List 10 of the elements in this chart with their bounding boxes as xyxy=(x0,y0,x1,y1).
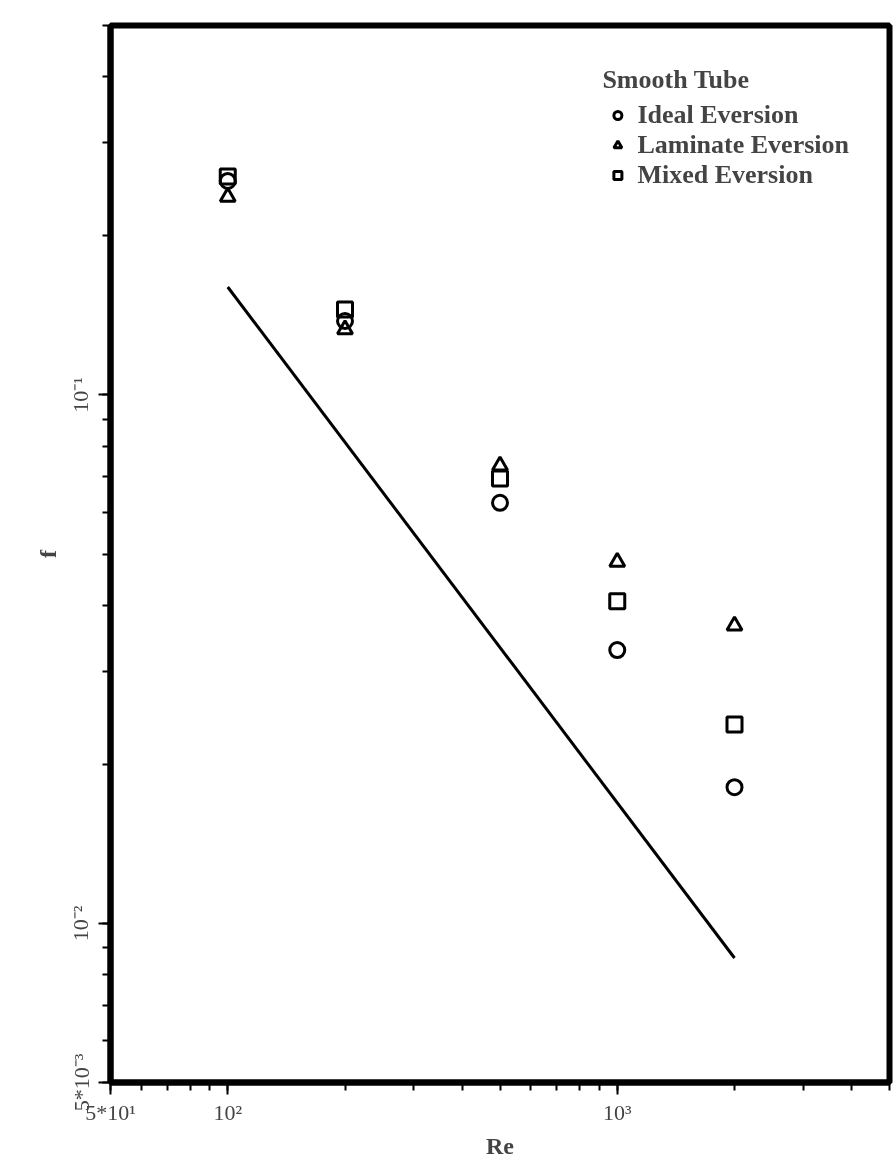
x-axis-title: Re xyxy=(486,1132,515,1159)
legend-label: Laminate Eversion xyxy=(637,130,849,160)
y-axis-title: f xyxy=(34,549,61,558)
legend-label: Mixed Eversion xyxy=(637,160,813,190)
x-tick-label: 10³ xyxy=(602,1099,632,1125)
x-tick-label: 10² xyxy=(213,1099,243,1125)
y-tick-label: 10⁻¹ xyxy=(68,377,94,413)
legend-title: Smooth Tube xyxy=(602,65,751,95)
y-tick-label: 10⁻² xyxy=(68,905,94,942)
legend-label: Ideal Eversion xyxy=(637,100,799,130)
